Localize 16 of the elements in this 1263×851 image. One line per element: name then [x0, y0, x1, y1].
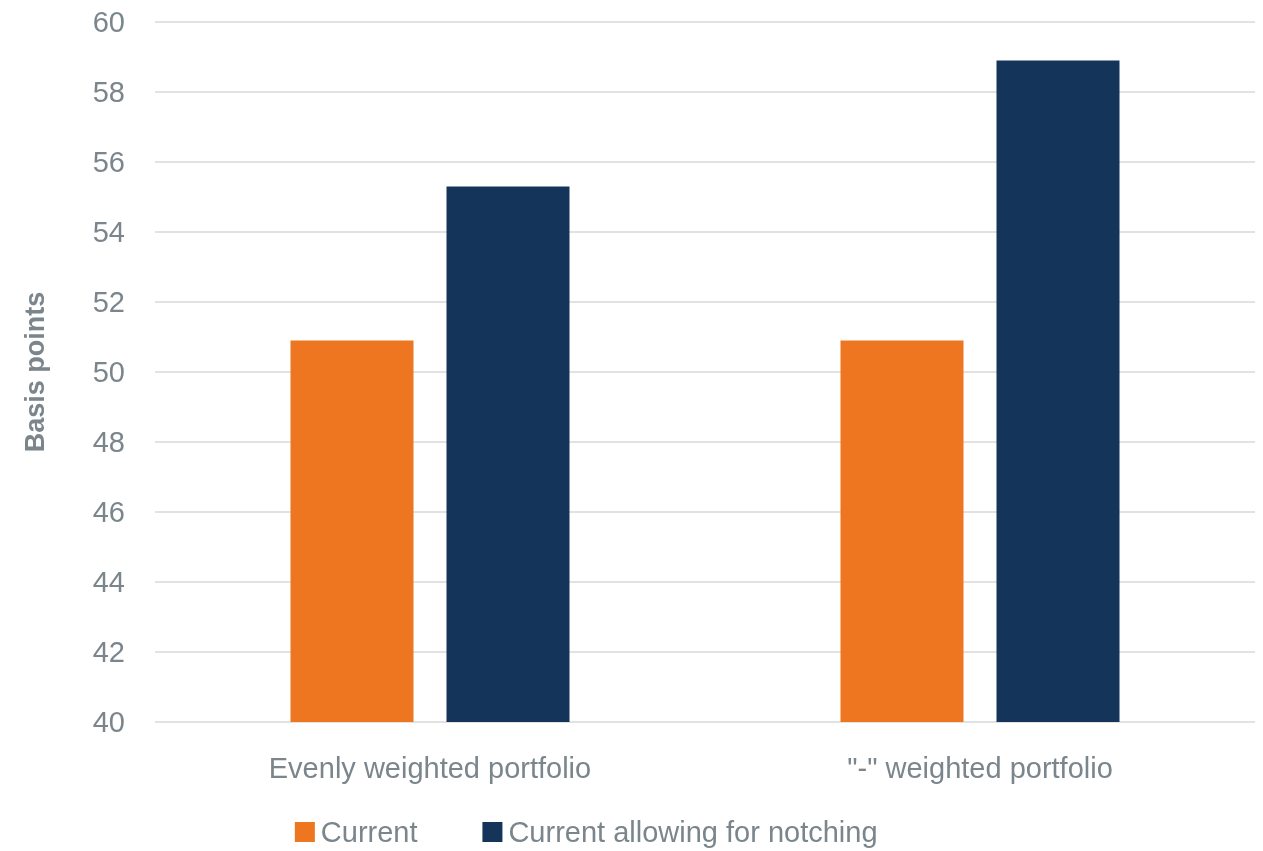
y-tick-label: 56 [92, 146, 125, 179]
y-tick-label: 60 [92, 6, 125, 39]
y-tick-label: 58 [92, 76, 125, 109]
y-axis-title: Basis points [20, 291, 51, 453]
y-tick-label: 40 [92, 706, 125, 739]
x-tick-label: Evenly weighted portfolio [268, 752, 592, 785]
y-tick-label: 44 [92, 566, 125, 599]
y-tick-label: 50 [92, 356, 125, 389]
y-tick-label: 48 [92, 426, 125, 459]
y-tick-label: 46 [92, 496, 125, 529]
y-tick-label: 42 [92, 636, 125, 669]
legend-label: Current [320, 816, 418, 849]
x-tick-label: "-" weighted portfolio [847, 752, 1113, 785]
y-tick-label: 52 [92, 286, 125, 319]
y-tick-label: 54 [92, 216, 125, 249]
legend-label: Current allowing for notching [508, 816, 878, 849]
